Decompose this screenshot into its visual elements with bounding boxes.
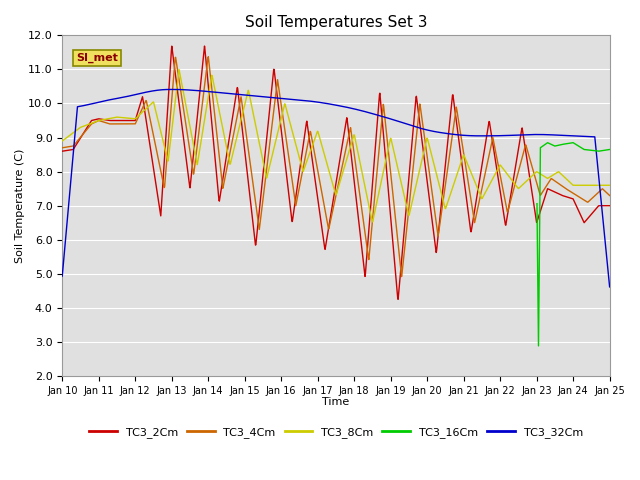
- Y-axis label: Soil Temperature (C): Soil Temperature (C): [15, 148, 25, 263]
- X-axis label: Time: Time: [323, 397, 349, 407]
- Legend: TC3_2Cm, TC3_4Cm, TC3_8Cm, TC3_16Cm, TC3_32Cm: TC3_2Cm, TC3_4Cm, TC3_8Cm, TC3_16Cm, TC3…: [84, 422, 588, 443]
- Text: SI_met: SI_met: [76, 53, 118, 63]
- Title: Soil Temperatures Set 3: Soil Temperatures Set 3: [244, 15, 427, 30]
